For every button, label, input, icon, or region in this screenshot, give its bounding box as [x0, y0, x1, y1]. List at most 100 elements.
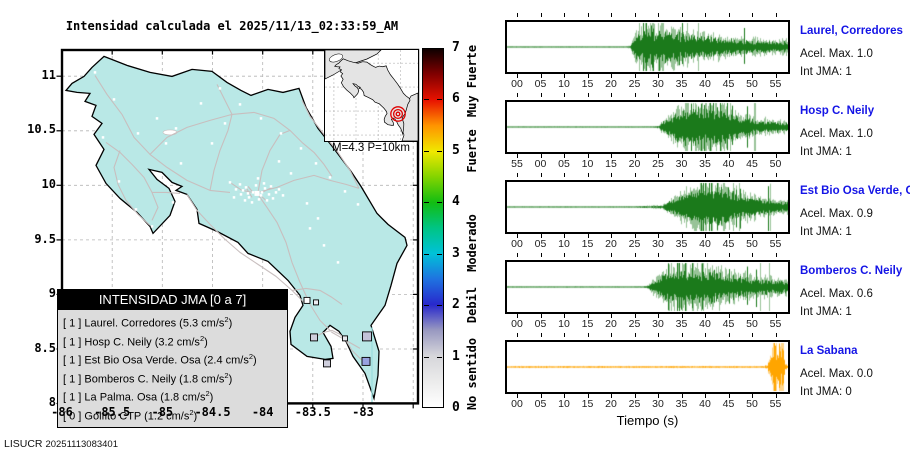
seismo-axis-tick [705, 314, 706, 318]
seismo-time-tick-label: 05 [534, 238, 547, 250]
seismo-axis-tick [728, 314, 730, 318]
seismo-axis-tick [658, 394, 659, 398]
station-name: Laurel, Corredores [800, 25, 903, 37]
int-jma-label: Int JMA: 1 [800, 226, 852, 238]
station-dot [171, 201, 175, 204]
seismo-axis-tick [752, 154, 753, 158]
agency-label: LISUCR [4, 438, 43, 450]
station-dot [211, 240, 215, 243]
seismo-axis-tick [658, 234, 659, 238]
station-dot [305, 202, 309, 205]
seismo-time-tick-label: 35 [675, 318, 688, 330]
seismo-axis-tick [775, 234, 777, 238]
seismo-time-tick-label: 05 [534, 78, 547, 90]
waveform-canvas [507, 182, 788, 232]
station-name: La Sabana [800, 345, 858, 357]
seismo-time-tick-label: 15 [581, 238, 594, 250]
seismo-ruler-tick [634, 13, 636, 17]
seismo-ruler-tick [564, 93, 565, 97]
x-axis-tick-label: -84.5 [194, 405, 231, 419]
seismo-ruler-tick [728, 253, 730, 257]
seismogram-panel-estbio: Est Bio Osa Verde, Osa Acel. Max. 0.9 In… [505, 173, 910, 253]
seismogram-plot [505, 180, 790, 234]
y-axis-tick-label: 9.5 [34, 231, 56, 246]
seismo-time-tick-label: 00 [511, 398, 523, 410]
int-jma-label: Int JMA: 1 [800, 306, 852, 318]
seismo-time-tick-label: 00 [511, 78, 523, 90]
waveform-canvas [507, 262, 788, 312]
y-axis-tick-label: 9 [48, 286, 56, 301]
legend-station-row: [ 1 ] Laurel. Corredores (5.3 cm/s2) [63, 313, 287, 332]
seismo-ruler-tick [564, 173, 565, 177]
seismo-ruler-tick [634, 333, 636, 337]
seismo-ruler-tick [658, 253, 659, 257]
station-dot [189, 212, 193, 215]
seismo-time-tick-label: 50 [746, 78, 758, 90]
colorbar-tick-mark [437, 99, 442, 101]
colorbar-tick-mark [424, 253, 429, 255]
seismo-time-tick-label: 50 [746, 318, 758, 330]
seismo-axis-tick [517, 74, 518, 78]
station-dot [225, 252, 229, 255]
station-dot [316, 217, 320, 220]
station-dot [101, 136, 105, 139]
lake-arenal [162, 129, 178, 136]
seismo-ruler-tick [587, 93, 589, 97]
station-dot [117, 180, 121, 183]
inset-map [324, 49, 419, 142]
legend-station-row: [ 0 ] Golfito CTP (1.2 cm/s2) [63, 406, 287, 425]
seismo-ruler-tick [775, 173, 777, 177]
seismo-axis-tick [705, 74, 706, 78]
seismo-ruler-tick [611, 13, 612, 17]
y-axis-tick-label: 10.5 [27, 122, 56, 137]
lake-nicaragua [329, 53, 343, 63]
colorbar-tick-mark [424, 99, 429, 101]
colorbar-tick-mark [437, 202, 442, 204]
x-axis-tick-label: -86 [51, 405, 73, 419]
station-name: Hosp C. Neily [800, 105, 875, 117]
station-dot [218, 87, 222, 90]
int-jma-label: Int JMA: 0 [800, 386, 852, 398]
seismogram-plot [505, 340, 790, 394]
seismogram-panel-hosp: Hosp C. Neily Acel. Max. 1.0 Int JMA: 1 [505, 93, 910, 173]
seismo-axis-tick [611, 394, 612, 398]
seismo-time-tick-label: 40 [699, 78, 711, 90]
int-jma-label: Int JMA: 1 [800, 66, 852, 78]
seismo-ruler-tick [681, 253, 683, 257]
seismo-ruler-tick [540, 253, 542, 257]
seismo-ruler-tick [587, 253, 589, 257]
seismo-time-tick-label: 35 [675, 398, 688, 410]
seismo-axis-tick [705, 154, 706, 158]
station-dot [343, 190, 347, 193]
legend-station-text: [ 1 ] Hosp C. Neily (3.2 cm/s [63, 336, 200, 349]
intensity-markers-layer [303, 296, 372, 368]
colorbar-tick-mark [424, 356, 429, 358]
accel-max-label: Acel. Max. 0.0 [800, 368, 873, 380]
station-dots-layer [93, 71, 360, 293]
seismo-time-tick-label: 10 [558, 78, 570, 90]
station-dot [259, 117, 263, 120]
seismo-time-tick-label: 55 [769, 238, 782, 250]
x-axis-tick-label: -83 [352, 405, 374, 419]
seismo-time-tick-label: 15 [605, 158, 617, 170]
colorbar-tick-mark [424, 305, 429, 307]
seismo-ruler-tick [611, 173, 612, 177]
seismo-ruler-tick [681, 173, 683, 177]
seismo-time-tick-label: 20 [605, 78, 617, 90]
seismo-ruler-tick [705, 333, 706, 337]
seismo-ruler-tick [658, 13, 659, 17]
station-dot [274, 191, 278, 194]
seismo-ruler-tick [658, 93, 659, 97]
time-axis-label: Tiempo (s) [616, 413, 679, 428]
station-dot [260, 191, 264, 194]
seismo-axis-tick [752, 74, 753, 78]
seismo-ruler-tick [681, 93, 683, 97]
colorbar-tick-mark [437, 253, 442, 255]
station-dot [314, 162, 318, 165]
legend-body: [ 1 ] Laurel. Corredores (5.3 cm/s2) [ 1 … [57, 310, 288, 429]
epicenter-icon [390, 106, 406, 122]
seismo-time-tick-label: 40 [699, 398, 711, 410]
station-dot [309, 102, 313, 105]
colorbar-tick-label: 2 [452, 297, 460, 313]
